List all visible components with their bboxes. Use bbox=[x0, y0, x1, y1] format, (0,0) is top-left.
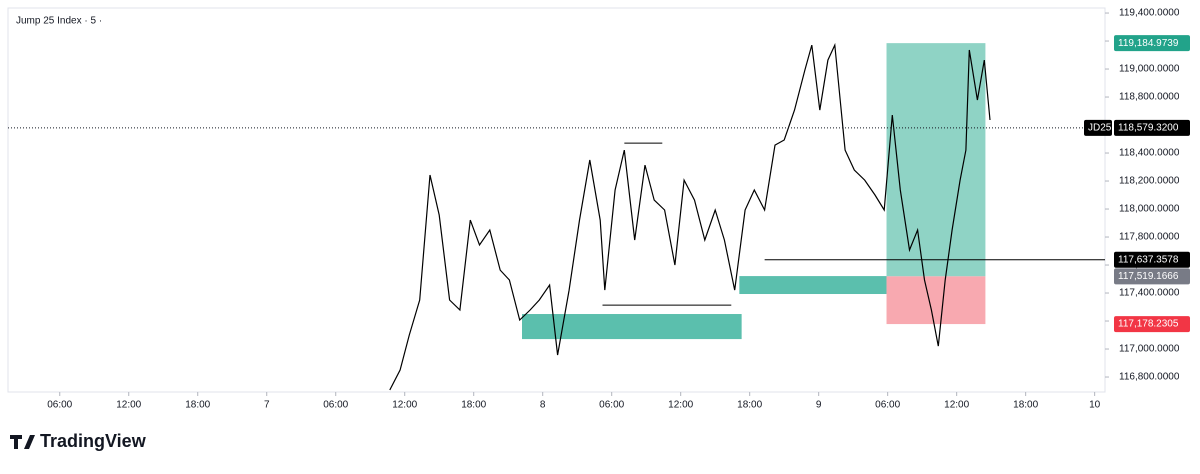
price-tag: 117,519.1666 bbox=[1118, 271, 1179, 282]
zone bbox=[739, 276, 887, 295]
price-tag-group: 117,178.2305 bbox=[1114, 316, 1190, 333]
x-tick-label: 12:00 bbox=[944, 400, 969, 411]
zone bbox=[522, 314, 742, 340]
brand-logo: TradingView bbox=[10, 431, 147, 451]
x-tick-label: 06:00 bbox=[323, 400, 348, 411]
x-tick-label: 12:00 bbox=[392, 400, 417, 411]
x-tick-label: 7 bbox=[264, 400, 270, 411]
plot-frame bbox=[7, 7, 1106, 393]
logo-glyph bbox=[10, 435, 35, 449]
chart-title: Jump 25 Index · 5 · bbox=[16, 16, 102, 27]
x-tick-label: 06:00 bbox=[875, 400, 900, 411]
x-tick-label: 18:00 bbox=[461, 400, 486, 411]
x-tick-label: 18:00 bbox=[737, 400, 762, 411]
x-tick-label: 12:00 bbox=[668, 400, 693, 411]
price-tag: 117,178.2305 bbox=[1118, 319, 1179, 330]
symbol-tag: JD25 bbox=[1088, 123, 1112, 134]
x-tick-label: 18:00 bbox=[1013, 400, 1038, 411]
price-line bbox=[389, 42, 991, 391]
y-tick-label: 118,400.0000 bbox=[1119, 148, 1180, 159]
zone bbox=[886, 276, 986, 325]
x-tick-label: 9 bbox=[816, 400, 822, 411]
price-tag-box bbox=[1114, 251, 1190, 268]
y-tick-label: 116,800.0000 bbox=[1119, 372, 1180, 383]
symbol-tag-box bbox=[1084, 119, 1112, 136]
x-tick-label: 12:00 bbox=[116, 400, 141, 411]
y-tick-label: 118,800.0000 bbox=[1119, 92, 1180, 103]
price-tag-group: 118,579.3200 bbox=[1114, 119, 1190, 136]
y-tick-label: 118,000.0000 bbox=[1119, 204, 1180, 215]
price-tag-box bbox=[1114, 119, 1190, 136]
price-tag-group: 117,637.3578 bbox=[1114, 251, 1190, 268]
y-tick-label: 117,400.0000 bbox=[1119, 288, 1180, 299]
price-tag: 117,637.3578 bbox=[1118, 254, 1179, 265]
price-tag: 118,579.3200 bbox=[1118, 123, 1179, 134]
x-tick-label: 06:00 bbox=[47, 400, 72, 411]
price-tag-box bbox=[1114, 316, 1190, 333]
symbol-tag-group: JD25 bbox=[1084, 119, 1112, 136]
brand-name: TradingView bbox=[40, 431, 147, 451]
y-tick-label: 119,000.0000 bbox=[1119, 64, 1180, 75]
price-tag: 119,184.9739 bbox=[1118, 38, 1179, 49]
price-tag-box bbox=[1114, 268, 1190, 285]
y-tick-label: 119,400.0000 bbox=[1119, 8, 1180, 19]
y-tick-label: 117,000.0000 bbox=[1119, 344, 1180, 355]
y-tick-label: 118,200.0000 bbox=[1119, 176, 1180, 187]
x-tick-label: 10 bbox=[1089, 400, 1101, 411]
price-tag-group: 119,184.9739 bbox=[1114, 35, 1190, 52]
x-tick-label: 8 bbox=[540, 400, 546, 411]
x-tick-label: 06:00 bbox=[599, 400, 624, 411]
x-tick-label: 18:00 bbox=[185, 400, 210, 411]
price-tag-box bbox=[1114, 35, 1190, 52]
zone bbox=[886, 43, 986, 277]
price-tag-group: 117,519.1666 bbox=[1114, 268, 1190, 285]
y-tick-label: 117,800.0000 bbox=[1119, 232, 1180, 243]
